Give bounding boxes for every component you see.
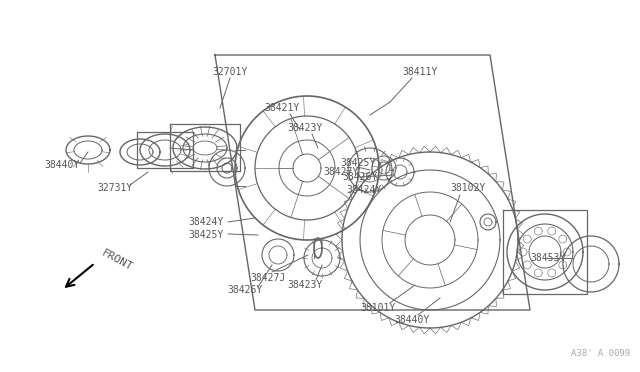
Text: 38411Y: 38411Y [403,67,438,77]
Text: 38426Y: 38426Y [227,285,262,295]
Text: 38425Y: 38425Y [340,158,376,168]
Text: 38425Y: 38425Y [188,230,223,240]
Text: FRONT: FRONT [100,248,134,272]
Text: 38427Y: 38427Y [323,167,358,177]
Text: 38427J: 38427J [250,273,285,283]
Text: 38440Y: 38440Y [44,160,79,170]
Text: 38440Y: 38440Y [394,315,429,325]
Text: 38424Y: 38424Y [346,185,381,195]
Text: 32701Y: 32701Y [212,67,248,77]
Text: 38423Y: 38423Y [287,280,323,290]
Text: 32731Y: 32731Y [97,183,132,193]
Text: 38424Y: 38424Y [188,217,223,227]
Text: 38423Y: 38423Y [287,123,323,133]
Text: 38426Y: 38426Y [342,172,378,182]
Text: 38421Y: 38421Y [264,103,300,113]
Text: 38101Y: 38101Y [360,303,396,313]
Text: 38453Y: 38453Y [531,253,566,263]
Text: A38' A 0099: A38' A 0099 [571,349,630,358]
Text: 38102Y: 38102Y [451,183,486,193]
